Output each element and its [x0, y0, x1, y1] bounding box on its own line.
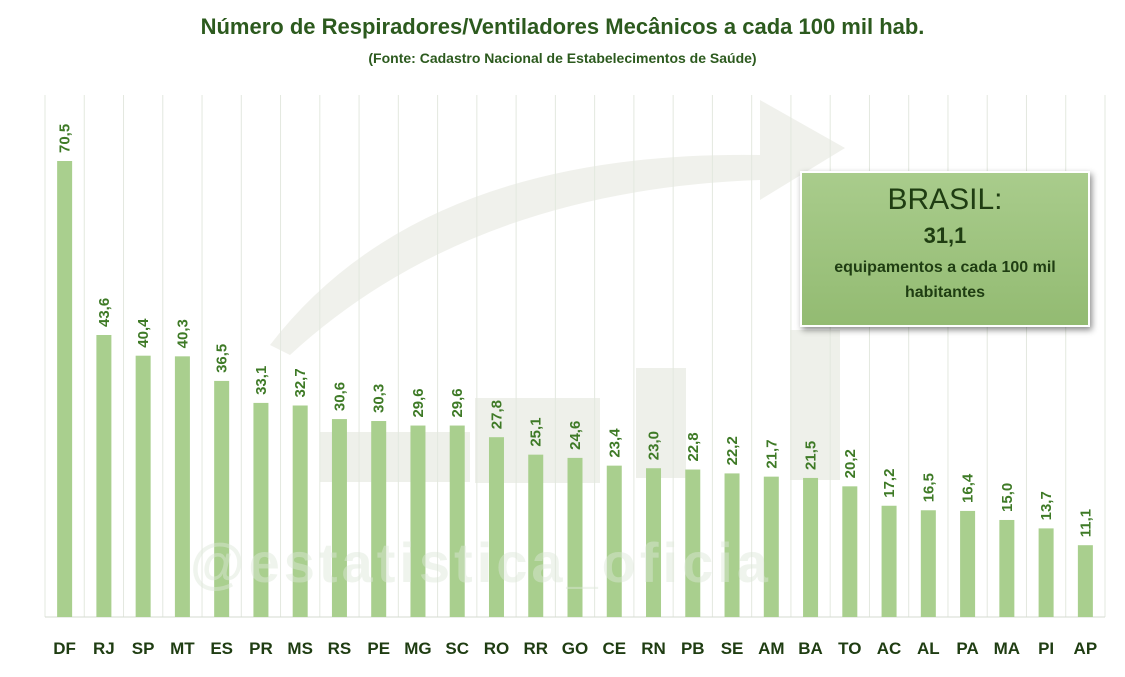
brasil-description: equipamentos a cada 100 mil habitantes — [834, 259, 1056, 301]
tick-label-PI: PI — [1038, 639, 1054, 658]
tick-label-AM: AM — [758, 639, 784, 658]
data-label-PB: 22,8 — [685, 432, 702, 461]
tick-label-PA: PA — [956, 639, 978, 658]
tick-label-RR: RR — [523, 639, 548, 658]
background-arrow-shape — [270, 100, 845, 355]
bar-MA — [999, 519, 1015, 617]
tick-label-ES: ES — [210, 639, 233, 658]
tick-label-CE: CE — [602, 639, 626, 658]
data-label-DF: 70,5 — [57, 124, 74, 153]
data-label-RN: 23,0 — [646, 431, 663, 460]
bar-SE — [724, 473, 740, 617]
data-label-SE: 22,2 — [724, 436, 741, 465]
data-label-RS: 30,6 — [331, 382, 348, 411]
watermark-text: @estatistica_oficia — [190, 531, 772, 594]
bar-ES — [214, 380, 230, 617]
brasil-value: 31,1 — [923, 223, 967, 248]
tick-label-SE: SE — [721, 639, 744, 658]
background-shade-block — [636, 368, 686, 478]
bar-BA — [803, 477, 819, 617]
tick-label-BA: BA — [798, 639, 823, 658]
tick-label-GO: GO — [562, 639, 588, 658]
background-shade-block — [790, 330, 840, 480]
chart-title: Número de Respiradores/Ventiladores Mecâ… — [200, 14, 925, 39]
brasil-label: BRASIL: — [887, 183, 1003, 216]
tick-label-RJ: RJ — [93, 639, 115, 658]
tick-label-MA: MA — [994, 639, 1020, 658]
data-label-PE: 30,3 — [371, 384, 388, 413]
bar-PB — [685, 469, 701, 617]
bar-PI — [1038, 528, 1054, 617]
bar-DF — [57, 161, 73, 617]
tick-label-MS: MS — [287, 639, 313, 658]
data-label-AP: 11,1 — [1077, 509, 1094, 537]
bar-RO — [488, 437, 504, 617]
bar-AL — [920, 510, 936, 617]
bar-RN — [646, 468, 662, 617]
brasil-callout: BRASIL: 31,1 equipamentos a cada 100 mil… — [800, 171, 1090, 327]
tick-label-PR: PR — [249, 639, 273, 658]
data-label-RO: 27,8 — [488, 400, 505, 429]
bar-TO — [842, 486, 858, 617]
tick-label-AP: AP — [1074, 639, 1098, 658]
data-label-SP: 40,4 — [135, 318, 152, 348]
tick-label-AC: AC — [877, 639, 902, 658]
data-label-AC: 17,2 — [881, 469, 898, 498]
data-label-ES: 36,5 — [214, 344, 231, 373]
bar-PE — [371, 421, 387, 617]
tick-label-AL: AL — [917, 639, 940, 658]
data-label-GO: 24,6 — [567, 421, 584, 450]
tick-label-RN: RN — [641, 639, 666, 658]
data-label-RR: 25,1 — [528, 417, 545, 446]
bar-MG — [410, 425, 426, 617]
bar-MT — [174, 356, 190, 617]
bar-CE — [606, 465, 622, 617]
bar-GO — [567, 457, 583, 617]
tick-label-RS: RS — [328, 639, 352, 658]
bar-SC — [449, 425, 465, 617]
bar-MS — [292, 405, 308, 617]
data-label-PA: 16,4 — [960, 473, 977, 503]
data-label-MA: 15,0 — [999, 483, 1016, 512]
tick-label-RO: RO — [484, 639, 510, 658]
bar-PA — [960, 510, 976, 617]
data-label-MS: 32,7 — [292, 368, 309, 397]
tick-label-TO: TO — [838, 639, 861, 658]
data-label-SC: 29,6 — [449, 388, 466, 417]
tick-label-SP: SP — [132, 639, 155, 658]
bar-AM — [763, 476, 779, 617]
bar-AC — [881, 505, 897, 617]
data-label-BA: 21,5 — [803, 441, 820, 470]
data-label-MG: 29,6 — [410, 388, 427, 417]
bar-SP — [135, 355, 151, 617]
tick-label-PE: PE — [367, 639, 390, 658]
tick-label-MG: MG — [404, 639, 431, 658]
tick-label-PB: PB — [681, 639, 705, 658]
bar-RS — [331, 419, 347, 617]
bar-PR — [253, 402, 269, 617]
data-label-AM: 21,7 — [763, 439, 780, 468]
tick-label-MT: MT — [170, 639, 195, 658]
bar-RR — [528, 454, 544, 617]
data-label-RJ: 43,6 — [96, 298, 113, 327]
data-label-AL: 16,5 — [920, 473, 937, 502]
tick-label-SC: SC — [445, 639, 469, 658]
tick-label-DF: DF — [53, 639, 76, 658]
bar-AP — [1077, 545, 1093, 617]
chart-subtitle: (Fonte: Cadastro Nacional de Estabelecim… — [368, 50, 757, 66]
data-label-CE: 23,4 — [606, 428, 623, 458]
data-label-MT: 40,3 — [174, 319, 191, 348]
data-label-PI: 13,7 — [1038, 491, 1055, 520]
data-label-PR: 33,1 — [253, 366, 270, 395]
data-label-TO: 20,2 — [842, 449, 859, 478]
bar-RJ — [96, 334, 112, 617]
